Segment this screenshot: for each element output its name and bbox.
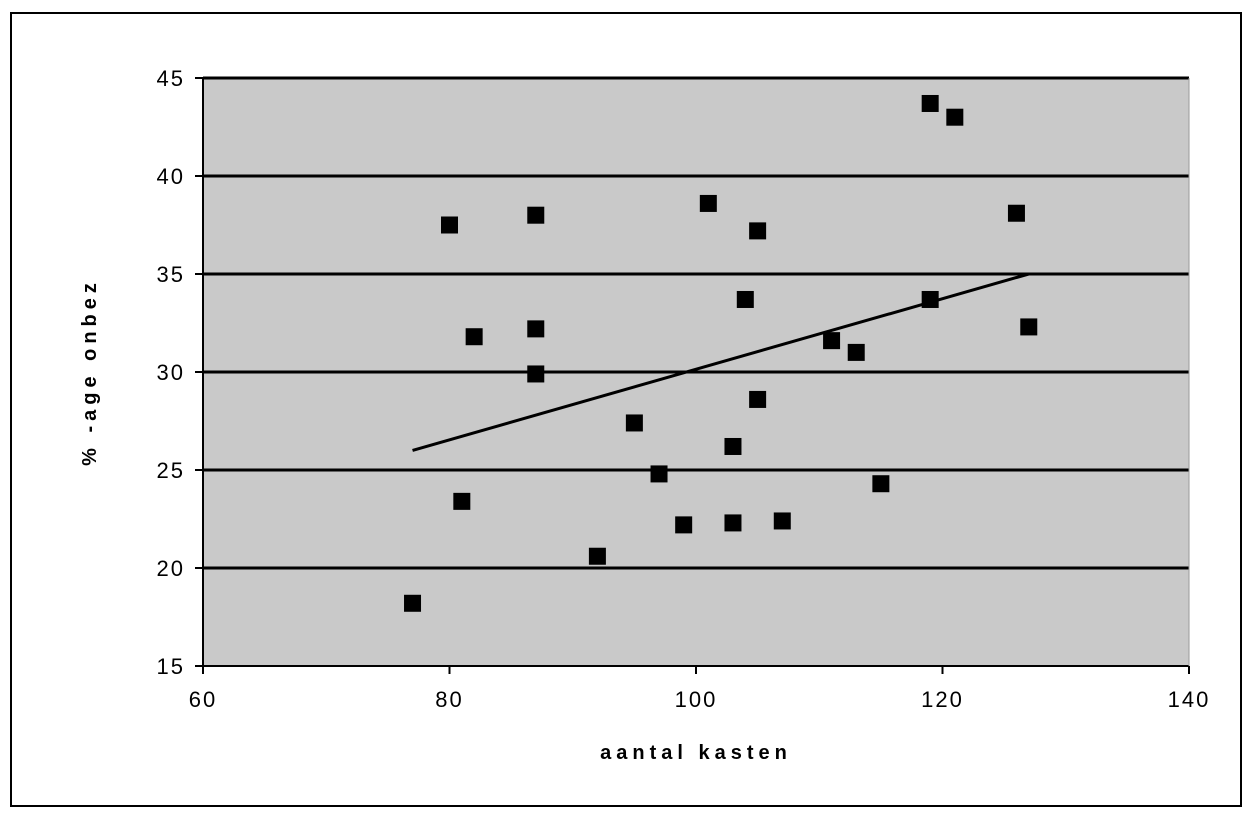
x-axis-ticks: 60 80 100 120 140 bbox=[189, 666, 1211, 712]
y-tick-label: 15 bbox=[157, 654, 185, 679]
x-tick-label: 100 bbox=[675, 687, 718, 712]
y-tick-label: 45 bbox=[157, 66, 185, 91]
y-tick-label: 25 bbox=[157, 458, 185, 483]
data-point bbox=[527, 206, 545, 224]
data-point bbox=[465, 328, 483, 346]
data-point bbox=[625, 414, 643, 432]
x-tick-label: 140 bbox=[1168, 687, 1211, 712]
data-point bbox=[724, 437, 742, 455]
data-point bbox=[527, 320, 545, 338]
data-point bbox=[453, 492, 471, 510]
data-point bbox=[749, 222, 767, 240]
x-tick-label: 60 bbox=[189, 687, 217, 712]
data-point bbox=[404, 594, 422, 612]
y-axis-title: % -age onbez bbox=[79, 278, 101, 466]
data-point bbox=[921, 94, 939, 112]
data-point bbox=[650, 465, 668, 483]
y-axis-ticks: 15 20 25 30 35 40 45 bbox=[157, 66, 203, 679]
data-point bbox=[946, 108, 964, 126]
data-point bbox=[736, 290, 754, 308]
x-tick-label: 80 bbox=[435, 687, 463, 712]
data-point bbox=[872, 475, 890, 493]
data-point bbox=[675, 516, 693, 534]
data-point bbox=[527, 365, 545, 383]
y-tick-label: 35 bbox=[157, 262, 185, 287]
data-point bbox=[724, 514, 742, 532]
y-tick-label: 20 bbox=[157, 556, 185, 581]
data-point bbox=[1007, 204, 1025, 222]
data-point bbox=[773, 512, 791, 530]
data-point bbox=[588, 547, 606, 565]
data-point bbox=[847, 343, 865, 361]
x-tick-label: 120 bbox=[921, 687, 964, 712]
data-point bbox=[699, 194, 717, 212]
data-point bbox=[441, 216, 458, 234]
x-axis-title: aantal kasten bbox=[600, 742, 792, 764]
data-point bbox=[921, 290, 939, 308]
data-points bbox=[404, 94, 1038, 612]
data-point bbox=[1020, 318, 1038, 336]
data-point bbox=[823, 332, 841, 350]
y-tick-label: 30 bbox=[157, 360, 185, 385]
data-point bbox=[749, 390, 767, 408]
y-tick-label: 40 bbox=[157, 164, 185, 189]
